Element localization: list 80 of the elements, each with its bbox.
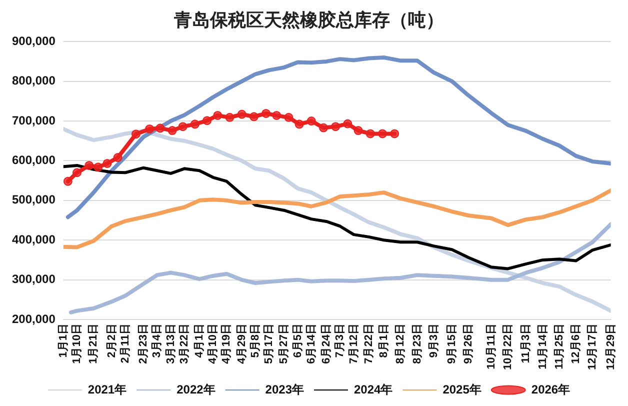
x-tick-label: 2月2日 (106, 324, 118, 358)
x-tick-label: 8月1日 (378, 324, 390, 358)
y-tick-label: 600,000 (12, 153, 56, 168)
x-tick-label: 10月22日 (502, 324, 514, 370)
legend-label: 2024年 (354, 382, 393, 396)
legend-label: 2022年 (176, 382, 216, 396)
x-tick-label: 7月22日 (362, 324, 375, 364)
x-tick-label: 3月4日 (151, 324, 164, 358)
point (178, 122, 188, 132)
point (237, 110, 246, 119)
x-tick-label: 4月1日 (194, 324, 206, 358)
point (84, 160, 94, 170)
x-tick-label: 2月23日 (138, 324, 150, 364)
x-tick-label: 5月17日 (263, 324, 276, 364)
x-tick-label: 10月11日 (485, 324, 498, 370)
point (225, 112, 234, 122)
x-tick-label: 11月3日 (520, 324, 532, 364)
point (306, 116, 316, 126)
point (390, 129, 400, 138)
point (343, 119, 352, 128)
point (102, 158, 112, 168)
point (131, 130, 140, 139)
point (284, 112, 294, 122)
y-tick-label: 300,000 (12, 272, 56, 286)
legend-label: 2021年 (88, 382, 127, 396)
point (318, 123, 328, 132)
y-tick-label: 200,000 (12, 312, 56, 326)
point (378, 129, 387, 138)
x-tick-label: 8月12日 (394, 324, 407, 364)
x-tick-label: 5月8日 (249, 324, 262, 358)
x-tick-label: 6月5日 (292, 324, 304, 358)
x-tick-label: 3月13日 (164, 324, 177, 364)
x-tick-label: 1月1日 (57, 324, 70, 358)
x-tick-label: 11月14日 (536, 324, 549, 370)
legend-label: 2023年 (265, 382, 304, 396)
point (294, 120, 304, 129)
point (272, 110, 282, 120)
point (190, 120, 200, 129)
point (331, 122, 340, 132)
point (145, 124, 154, 134)
x-tick-label: 12月29日 (604, 324, 617, 370)
y-tick-label: 900,000 (12, 34, 56, 48)
point (354, 126, 363, 136)
x-tick-label: 1月21日 (88, 324, 100, 364)
point (63, 176, 72, 186)
x-tick-label: 1月10日 (71, 324, 84, 364)
x-tick-label: 9月3日 (428, 324, 440, 358)
point (72, 168, 82, 178)
point (202, 116, 212, 126)
point (366, 129, 375, 138)
x-tick-label: 4月19日 (220, 324, 233, 364)
y-tick-label: 400,000 (12, 232, 56, 246)
point (168, 126, 177, 136)
y-tick-label: 700,000 (12, 113, 56, 128)
point (113, 153, 122, 162)
x-tick-label: 11月25日 (553, 324, 566, 370)
x-tick-label: 3月22日 (178, 324, 190, 364)
y-tick-label: 500,000 (12, 192, 56, 207)
x-tick-label: 7月3日 (334, 324, 346, 358)
x-tick-label: 12月17日 (586, 324, 599, 370)
x-tick-label: 4月29日 (236, 324, 248, 364)
x-tick-label: 9月26日 (462, 324, 475, 364)
x-tick-label: 12月6日 (570, 324, 582, 364)
point (249, 112, 258, 122)
point (213, 110, 222, 120)
point (156, 124, 165, 133)
x-tick-label: 6月14日 (305, 324, 318, 364)
x-tick-label: 4月10日 (207, 324, 220, 364)
chart-title: 青岛保税区天然橡胶总库存（吨） (173, 10, 444, 30)
x-tick-label: 7月12日 (348, 324, 360, 364)
x-tick-label: 6月24日 (320, 324, 333, 364)
point (94, 162, 103, 172)
point (262, 108, 271, 118)
y-tick-label: 800,000 (12, 74, 56, 88)
legend-label: 2025年 (442, 382, 482, 396)
x-tick-label: 2月11日 (119, 324, 132, 364)
legend-label: 2026年 (531, 382, 570, 396)
x-tick-label: 8月23日 (411, 324, 424, 364)
x-tick-label: 9月15日 (446, 324, 458, 364)
x-tick-label: 5月27日 (278, 324, 290, 364)
